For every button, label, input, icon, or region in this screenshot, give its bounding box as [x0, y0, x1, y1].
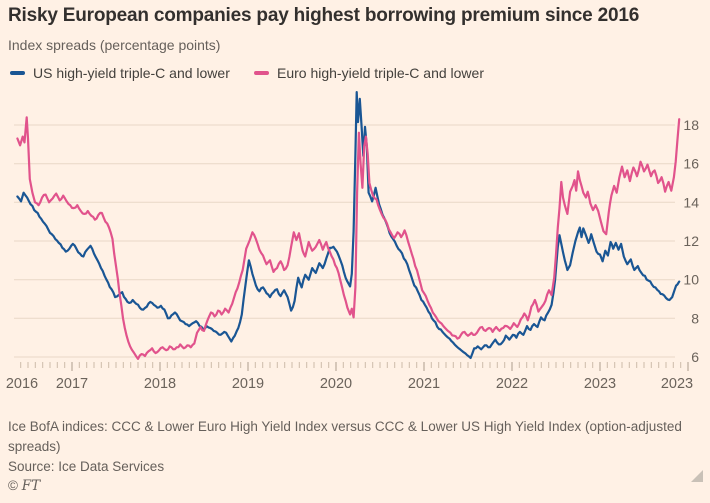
y-axis-label-12: 12: [683, 233, 699, 249]
x-axis-label-4: 2020: [320, 376, 352, 392]
us-line-swatch: [10, 71, 25, 75]
footnote: Ice BofA indices: CCC & Lower Euro High …: [8, 419, 682, 454]
x-axis-label-1: 2017: [56, 376, 88, 392]
x-axis-label-8: 2023: [661, 376, 693, 392]
chart-footer: Ice BofA indices: CCC & Lower Euro High …: [8, 417, 692, 497]
x-axis-label-2: 2018: [144, 376, 176, 392]
y-axis-label-18: 18: [683, 117, 699, 133]
y-axis-label-14: 14: [683, 194, 699, 210]
x-axis-label-7: 2023: [584, 376, 616, 392]
x-axis-label-5: 2021: [408, 376, 440, 392]
x-axis-label-0: 2016: [6, 376, 38, 392]
legend-item-euro: Euro high-yield triple-C and lower: [254, 65, 484, 81]
y-axis-label-10: 10: [683, 272, 699, 288]
source-note: Source: Ice Data Services: [8, 458, 165, 474]
x-axis-label-6: 2022: [496, 376, 528, 392]
x-axis-label-3: 2019: [232, 376, 264, 392]
ft-logo: FT: [21, 478, 41, 494]
legend-label-us: US high-yield triple-C and lower: [33, 65, 230, 81]
legend-item-us: US high-yield triple-C and lower: [10, 65, 230, 81]
legend-label-euro: Euro high-yield triple-C and lower: [277, 65, 484, 81]
euro-line-swatch: [254, 71, 269, 75]
spread-line-chart: 6 8 10 12 14 16 18 2016 2017 2018 2019 2020 2021 2022…: [6, 91, 699, 392]
chart-subtitle: Index spreads (percentage points): [8, 37, 221, 53]
copyright: © FT: [8, 478, 41, 494]
euro-spread-line: [16, 116, 681, 360]
page-title: Risky European companies pay highest bor…: [8, 5, 640, 26]
y-axis-label-16: 16: [683, 156, 699, 172]
resize-corner-icon: [691, 470, 703, 482]
y-axis-label-6: 6: [691, 349, 699, 365]
y-axis-label-8: 8: [691, 310, 699, 326]
us-spread-line: [16, 91, 681, 360]
